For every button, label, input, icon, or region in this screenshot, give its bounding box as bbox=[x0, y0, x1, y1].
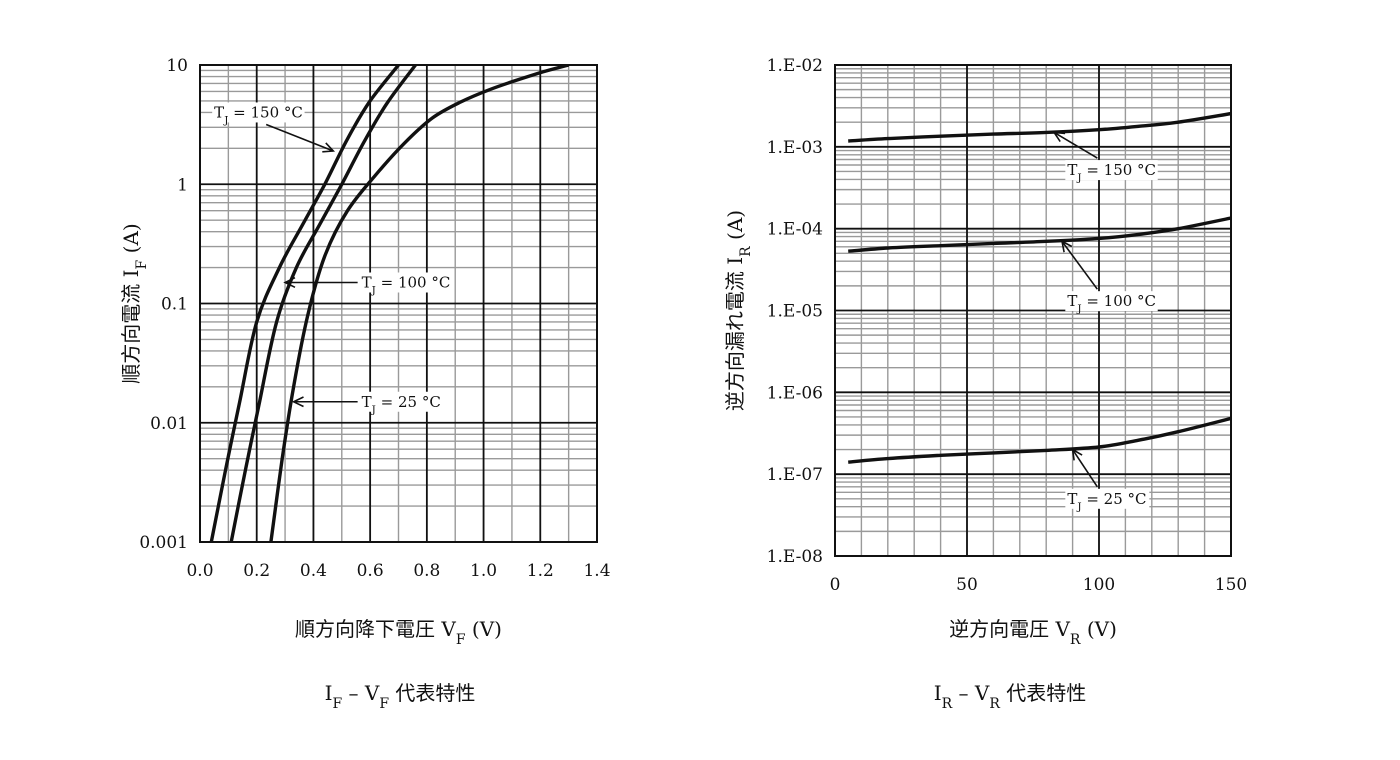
y-tick-label: 0.1 bbox=[161, 295, 188, 315]
annotation-arrowhead bbox=[322, 142, 336, 153]
series-label-bg bbox=[212, 102, 305, 123]
series-label-bg bbox=[359, 272, 453, 293]
chart-caption: IR – VR 代表特性 bbox=[934, 681, 1087, 712]
annotations: TJ = 150 °C TJ = 100 °C TJ = 25 °C bbox=[212, 102, 453, 416]
y-tick-label: 1.E-06 bbox=[767, 383, 823, 403]
series-label-bg bbox=[1065, 291, 1158, 312]
x-tick-label: 0.4 bbox=[300, 561, 327, 581]
series-label: TJ = 150 °C bbox=[214, 103, 303, 126]
x-tick-label: 0 bbox=[830, 575, 841, 595]
x-tick-label: 100 bbox=[1083, 575, 1115, 595]
series-label-bg bbox=[359, 391, 444, 412]
x-tick-label: 150 bbox=[1215, 575, 1247, 595]
series-group bbox=[209, 65, 570, 542]
series-group bbox=[848, 111, 1231, 464]
x-tick-label: 0.0 bbox=[186, 561, 213, 581]
annotations: TJ = 150 °C TJ = 100 °C TJ = 25 °C bbox=[1052, 131, 1158, 513]
annotation-arrow bbox=[265, 123, 334, 152]
annotation-arrowhead bbox=[1071, 447, 1083, 461]
x-tick-label: 1.2 bbox=[527, 561, 554, 581]
y-axis-title: 順方向電流 IF (A) bbox=[119, 223, 150, 383]
y-tick-label: 1.E-03 bbox=[767, 138, 823, 158]
series-label: TJ = 25 °C bbox=[362, 393, 441, 416]
annotation-arrow bbox=[1071, 449, 1098, 488]
x-tick-label: 0.6 bbox=[357, 561, 384, 581]
series-label-bg bbox=[1065, 488, 1150, 509]
y-tick-label: 0.01 bbox=[150, 414, 188, 434]
series-line-0 bbox=[848, 111, 1231, 143]
y-axis-title: 逆方向漏れ電流 IR (A) bbox=[723, 210, 754, 411]
annotation-arrow bbox=[1061, 240, 1098, 290]
series-label: TJ = 100 °C bbox=[362, 274, 451, 297]
chart-caption: IF – VF 代表特性 bbox=[325, 681, 476, 712]
plot-frame bbox=[834, 64, 1232, 557]
series-label: TJ = 100 °C bbox=[1067, 292, 1156, 315]
x-tick-label: 0.8 bbox=[413, 561, 440, 581]
y-tick-label: 1.E-05 bbox=[767, 302, 823, 322]
y-tick-label: 10 bbox=[166, 56, 188, 76]
if-vf-chart: 0.0 0.2 0.4 0.6 0.8 1.0 1.2 1.4 10 1 0.1 0.01 0.001 順… bbox=[119, 56, 611, 712]
y-tick-label: 1.E-02 bbox=[767, 56, 823, 76]
x-tick-label: 0.2 bbox=[243, 561, 270, 581]
series-line-1 bbox=[229, 65, 417, 542]
series-label-bg bbox=[1065, 160, 1158, 181]
annotation-arrowhead bbox=[1052, 131, 1066, 143]
y-tick-label: 1 bbox=[177, 175, 188, 195]
annotation-arrowhead bbox=[283, 276, 296, 289]
x-axis-title: 順方向降下電圧 VF (V) bbox=[295, 617, 502, 648]
y-tick-label: 1.E-08 bbox=[767, 547, 823, 567]
series-label: TJ = 150 °C bbox=[1067, 161, 1156, 184]
x-tick-label: 50 bbox=[956, 575, 978, 595]
y-tick-label: 1.E-07 bbox=[767, 465, 823, 485]
x-tick-label: 1.0 bbox=[470, 561, 497, 581]
y-tick-label: 0.001 bbox=[139, 533, 188, 553]
annotation-arrowhead bbox=[1060, 239, 1073, 253]
y-tick-label: 1.E-04 bbox=[767, 220, 823, 240]
ir-vr-chart: 0 50 100 150 1.E-02 1.E-03 1.E-04 1.E-05 1.E-06 1… bbox=[723, 56, 1247, 712]
series-line-1 bbox=[848, 216, 1231, 253]
grid bbox=[199, 64, 598, 543]
series-line-2 bbox=[269, 65, 570, 542]
series-label: TJ = 25 °C bbox=[1067, 490, 1146, 513]
x-tick-label: 1.4 bbox=[583, 561, 610, 581]
series-line-0 bbox=[209, 65, 400, 542]
x-axis-title: 逆方向電圧 VR (V) bbox=[949, 617, 1117, 648]
annotation-arrowhead bbox=[291, 396, 304, 408]
series-line-2 bbox=[848, 416, 1231, 464]
annotation-arrow bbox=[1053, 131, 1098, 159]
